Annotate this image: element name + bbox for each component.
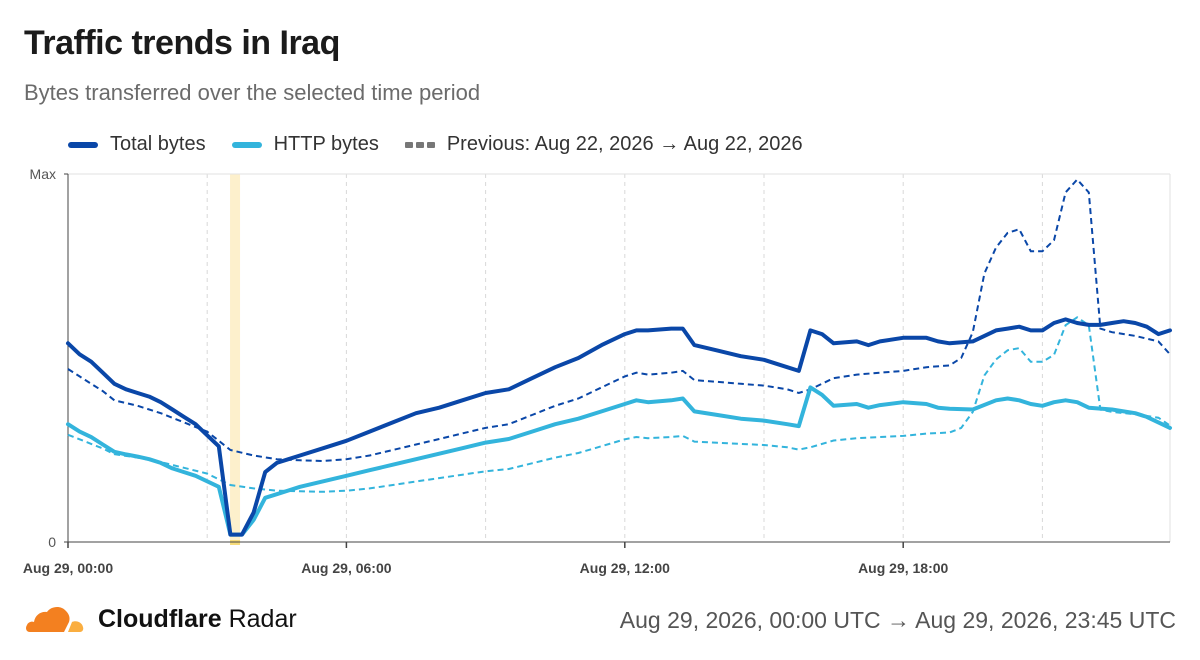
- y-tick-label: Max: [30, 166, 56, 182]
- date-range: Aug 29, 2026, 00:00 UTC → Aug 29, 2026, …: [619, 607, 1176, 633]
- chart-subtitle: Bytes transferred over the selected time…: [24, 80, 481, 105]
- line-chart: Max 0 Aug 29, 00:00 Aug 29, 06:00 Aug 29, 12…: [23, 166, 1172, 576]
- legend-label-previous: Previous: Aug 22, 2026 → Aug 22, 2026: [446, 133, 803, 155]
- x-tick-label: Aug 29, 12:00: [580, 560, 670, 576]
- legend-label-http: HTTP bytes: [273, 133, 379, 155]
- x-tick-label: Aug 29, 00:00: [23, 560, 113, 576]
- legend-swatch-http: [231, 141, 262, 148]
- legend-label-total: Total bytes: [110, 133, 206, 155]
- series-total-bytes: [66, 317, 1172, 537]
- legend-swatch-total: [68, 141, 98, 148]
- legend-swatch-previous: [404, 141, 435, 148]
- cloudflare-cloud-icon: [26, 606, 84, 632]
- cloudflare-radar-brand[interactable]: Cloudflare Radar: [24, 602, 297, 636]
- legend-item-previous[interactable]: Previous: Aug 22, 2026 → Aug 22, 2026: [404, 133, 803, 156]
- series-http-bytes: [66, 385, 1172, 537]
- x-tick-label: Aug 29, 18:00: [858, 560, 948, 576]
- x-tick-label: Aug 29, 06:00: [301, 560, 391, 576]
- series-previous-total: [67, 178, 1171, 463]
- legend-item-total[interactable]: Total bytes: [68, 133, 206, 156]
- y-tick-label: 0: [48, 534, 56, 550]
- highlight-band: [230, 174, 241, 542]
- series-previous-http: [67, 316, 1171, 493]
- brand-product: Radar: [228, 604, 297, 633]
- brand-name: Cloudflare: [98, 604, 222, 633]
- chart-legend: Total bytes HTTP bytes Previous: Aug 22,…: [68, 133, 829, 156]
- legend-item-http[interactable]: HTTP bytes: [231, 133, 379, 156]
- chart-title: Traffic trends in Iraq: [24, 24, 340, 62]
